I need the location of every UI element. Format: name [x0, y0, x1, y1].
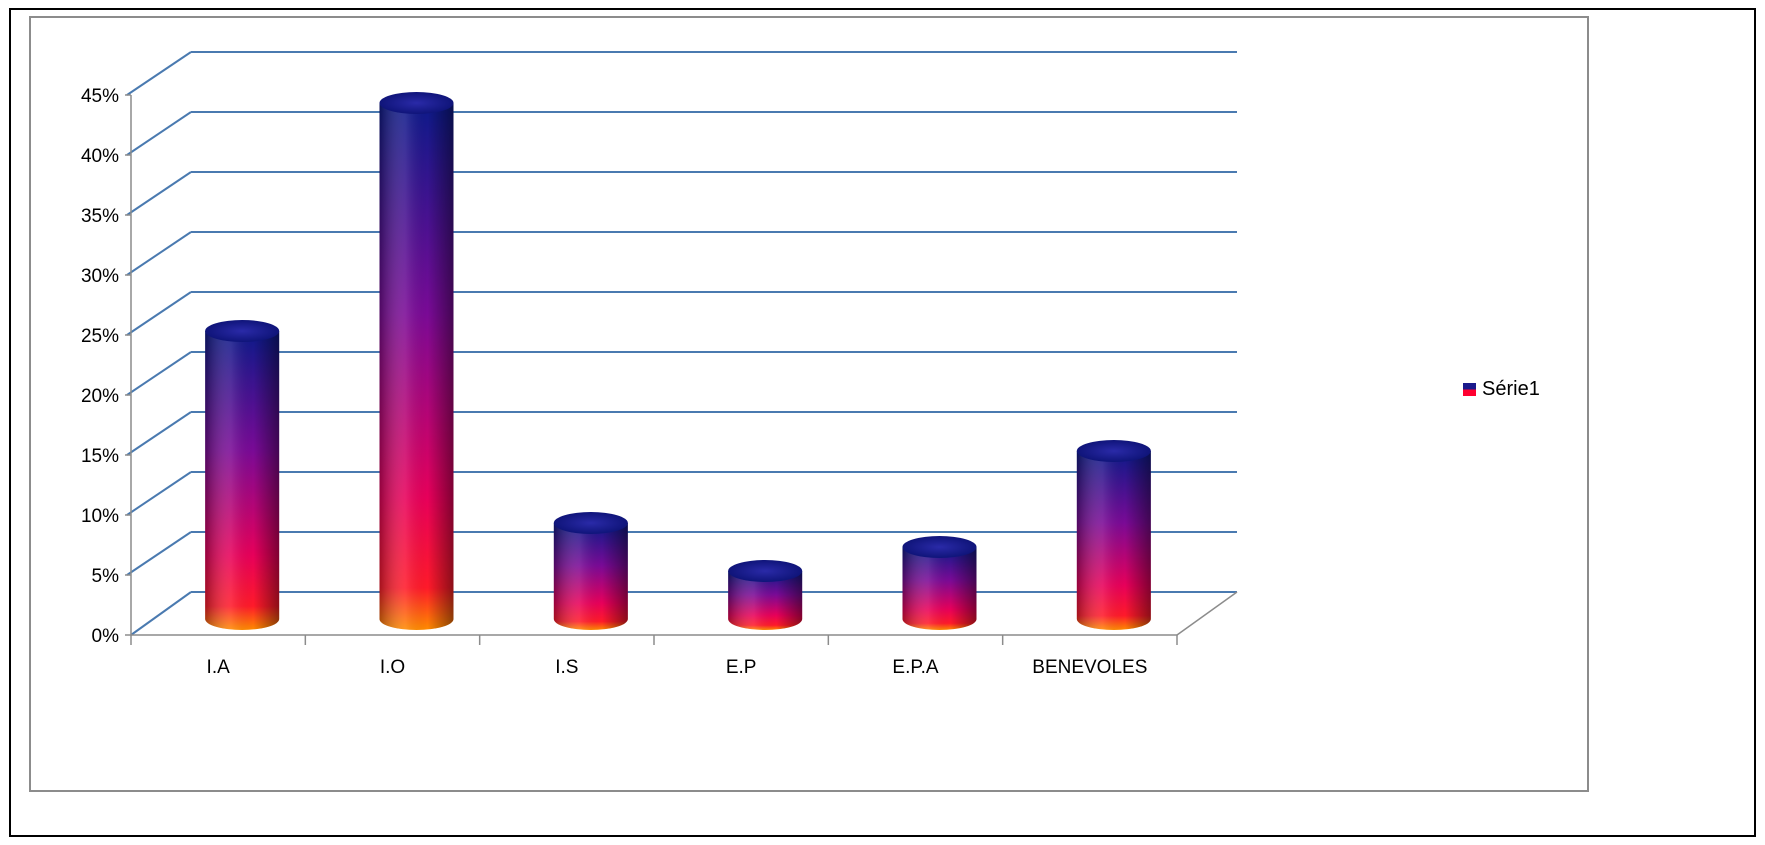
y-tick-label: 45% — [81, 86, 119, 107]
bar-cap — [553, 512, 628, 534]
gridline-side — [126, 111, 192, 156]
label-layer: 0% 5% 10% 15% 20% 25% 30% 35% 40% 45% I.A I.O I.S E.P… — [81, 86, 1147, 678]
floor-side-line — [130, 591, 192, 636]
x-tick-label: I.O — [380, 657, 405, 678]
bar-cap — [902, 536, 977, 558]
gridline-side — [126, 171, 192, 216]
x-tick-label: I.S — [555, 657, 578, 678]
y-tick-label: 20% — [81, 386, 119, 407]
y-tick-label: 30% — [81, 266, 119, 287]
y-tick-label: 35% — [81, 206, 119, 227]
bar-shading — [902, 547, 977, 630]
legend: Série1 — [1463, 378, 1540, 401]
grid-layer — [126, 51, 1237, 636]
bar-cylinder-i-o — [379, 92, 454, 630]
x-tick-label: BENEVOLES — [1032, 657, 1147, 678]
bar-cylinder-benevoles — [1076, 440, 1151, 630]
bar-cap — [1076, 440, 1151, 462]
page-frame — [9, 8, 1756, 837]
bar-layer — [205, 92, 1151, 630]
bar-cap — [205, 320, 280, 342]
gridline-side — [126, 291, 192, 336]
gridline-side — [126, 531, 192, 576]
y-tick-label: 5% — [92, 566, 120, 587]
y-tick-label: 10% — [81, 506, 119, 527]
y-tick-label: 40% — [81, 146, 119, 167]
legend-label-serie1: Série1 — [1482, 378, 1540, 400]
bar-shading — [379, 103, 454, 630]
bar-shading — [205, 331, 280, 630]
legend-swatch — [1463, 383, 1476, 396]
y-tick-label: 15% — [81, 446, 119, 467]
y-tick-label: 0% — [92, 626, 120, 647]
gridline-side — [126, 51, 192, 96]
bar-shading — [728, 571, 803, 630]
bar-shading — [1076, 451, 1151, 630]
bar-cap — [379, 92, 454, 114]
chart-area — [29, 16, 1589, 792]
gridline-side — [126, 231, 192, 276]
floor-right-edge — [1176, 591, 1238, 636]
bar-cylinder-e-p — [728, 560, 803, 630]
y-tick-label: 25% — [81, 326, 119, 347]
x-tick-label: I.A — [207, 657, 231, 678]
bar-cylinder-i-a — [205, 320, 280, 630]
bar-cap — [728, 560, 803, 582]
x-tick-label: E.P — [726, 657, 757, 678]
gridline-side — [126, 471, 192, 516]
gridline-side — [126, 351, 192, 396]
gridline-side — [126, 411, 192, 456]
axis-layer — [125, 94, 1238, 645]
bar-shading — [553, 523, 628, 630]
bar-cylinder-e-p-a — [902, 536, 977, 630]
bar-cylinder-i-s — [553, 512, 628, 630]
x-tick-label: E.P.A — [892, 657, 938, 678]
